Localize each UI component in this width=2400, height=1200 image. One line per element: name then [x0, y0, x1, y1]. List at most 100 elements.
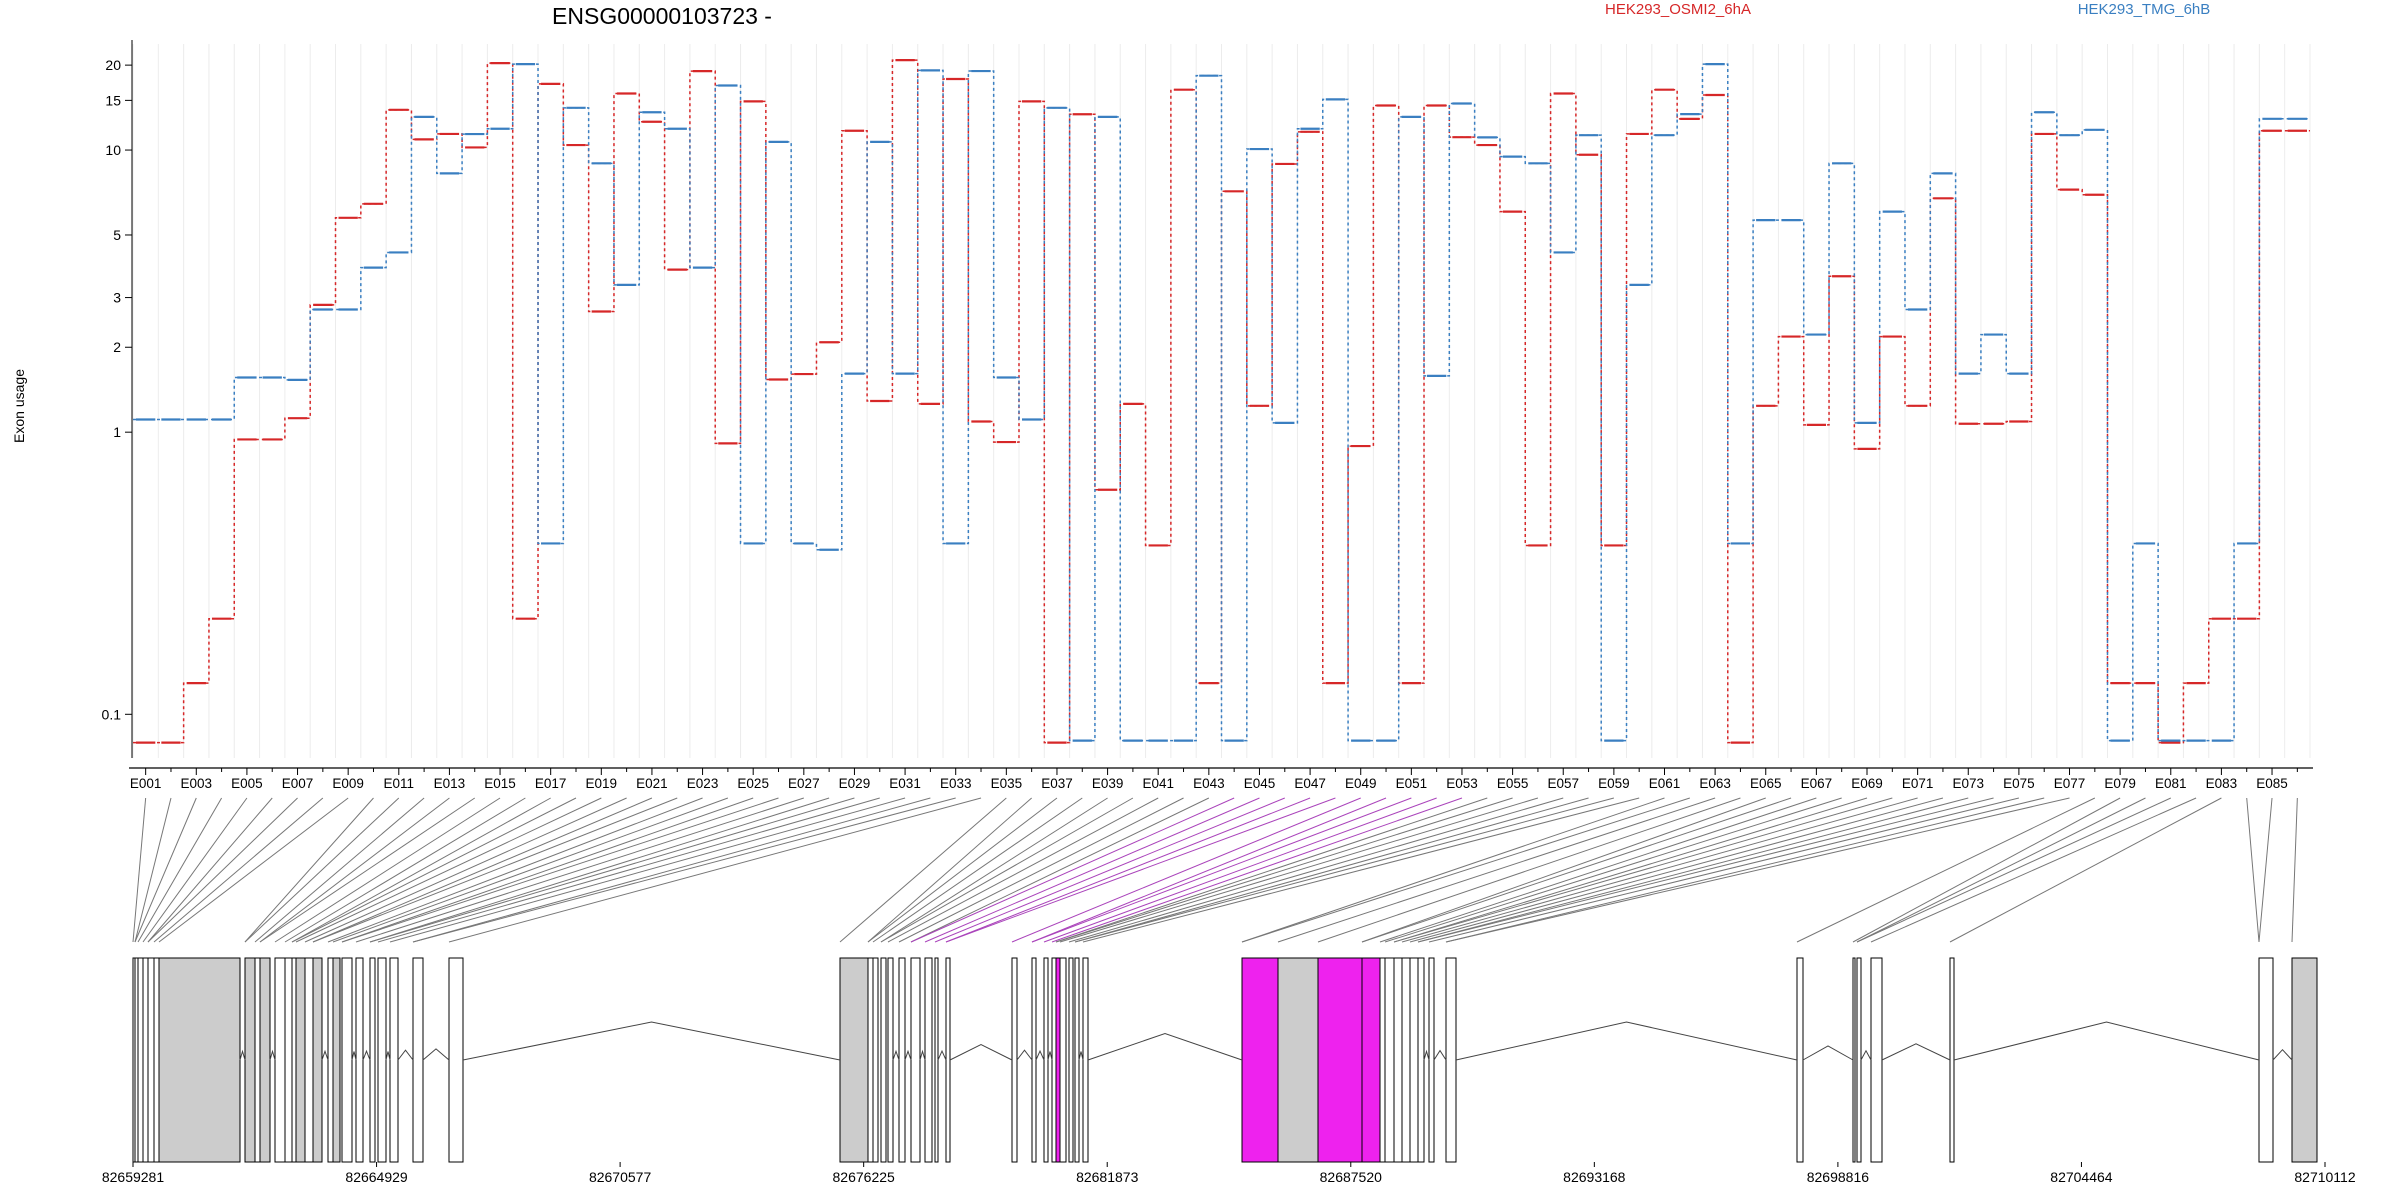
exon-block	[2291, 957, 2318, 1163]
connector-line	[142, 797, 248, 943]
legend-series-2: HEK293_TMG_6hB	[2078, 1, 2211, 18]
connector-line	[291, 797, 551, 943]
exon-block	[312, 957, 323, 1163]
connector-line	[295, 797, 602, 943]
connector-line	[147, 797, 273, 943]
y-tick-label: 10	[105, 142, 121, 158]
exon-block	[369, 957, 376, 1163]
intron-line	[949, 1044, 1013, 1061]
x-tick-label: E075	[2003, 776, 2035, 791]
series-line	[133, 59, 2310, 744]
intron-line	[1802, 1045, 1854, 1061]
y-tick-label: 1	[113, 424, 121, 440]
intron-line	[1078, 1051, 1084, 1061]
intron-line	[422, 1048, 450, 1061]
exon-block	[327, 957, 334, 1163]
exon-block	[1055, 957, 1061, 1163]
x-tick-label: E079	[2104, 776, 2136, 791]
connector-line	[1852, 797, 2121, 943]
genomic-tick-label: 82704464	[2050, 1169, 2113, 1185]
exon-connectors	[132, 797, 2298, 943]
connector-line	[910, 797, 1235, 943]
intron-line	[1047, 1051, 1053, 1061]
genomic-tick-label: 82681873	[1076, 1169, 1139, 1185]
y-tick-label: 3	[113, 290, 121, 306]
x-tick-label: E023	[687, 776, 719, 791]
y-axis: 0.1 1 2 3 5 10 15 20	[102, 40, 133, 758]
connector-line	[327, 797, 703, 943]
intron-line	[462, 1021, 841, 1061]
connector-line	[134, 797, 197, 943]
exon-block	[1031, 957, 1037, 1163]
x-tick-label: E011	[384, 776, 415, 791]
connector-line	[1031, 797, 1387, 943]
exon-block	[924, 957, 933, 1163]
x-tick-label: E017	[535, 776, 567, 791]
connector-line	[887, 797, 1159, 943]
x-tick-label: E027	[788, 776, 820, 791]
genomic-tick-label: 82676225	[833, 1169, 896, 1185]
exon-block	[1074, 957, 1080, 1163]
x-tick-label: E051	[1396, 776, 1428, 791]
x-tick-label: E083	[2206, 776, 2238, 791]
connector-line	[2246, 797, 2260, 943]
connector-line	[147, 797, 298, 943]
intron-line	[1423, 1049, 1430, 1061]
connector-line	[1428, 797, 2020, 943]
x-tick-label: E025	[737, 776, 769, 791]
intron-line	[385, 1051, 391, 1061]
connector-line	[1379, 797, 1817, 943]
x-tick-label: E069	[1851, 776, 1883, 791]
connector-line	[1417, 797, 1969, 943]
genomic-tick-label: 82710112	[2294, 1169, 2355, 1185]
connector-line	[910, 797, 1210, 943]
y-tick-label: 20	[105, 57, 121, 73]
genomic-tick-label: 82687520	[1320, 1169, 1383, 1185]
exon-block	[355, 957, 364, 1163]
exon-block	[1051, 957, 1057, 1163]
connector-line	[924, 797, 1260, 943]
genomic-tick-label: 82698816	[1807, 1169, 1870, 1185]
connector-line	[1055, 797, 1513, 943]
connector-line	[1393, 797, 1893, 943]
intron-line	[1881, 1043, 1951, 1061]
x-tick-label: E049	[1345, 776, 1377, 791]
x-tick-label: E071	[1902, 776, 1934, 791]
connector-line	[898, 797, 1184, 943]
exon-block	[142, 957, 149, 1163]
y-axis-label: Exon usage	[11, 369, 27, 443]
exon-block	[867, 957, 874, 1163]
connector-line	[945, 797, 1336, 943]
connector-line	[244, 797, 400, 943]
exon-block	[284, 957, 293, 1163]
exon-block	[158, 957, 241, 1163]
exon-block	[1379, 957, 1386, 1163]
connector-line	[1796, 797, 2096, 943]
exon-block	[341, 957, 353, 1163]
gene-model	[132, 957, 2318, 1163]
x-tick-label: E057	[1547, 776, 1579, 791]
intron-line	[1455, 1021, 1798, 1061]
exon-block	[2258, 957, 2274, 1163]
intron-line	[904, 1049, 912, 1061]
exon-block	[880, 957, 887, 1163]
connector-line	[389, 797, 906, 943]
connector-line	[1082, 797, 1640, 943]
connector-line	[254, 797, 425, 943]
connector-line	[1031, 797, 1412, 943]
x-tick-label: E001	[130, 776, 162, 791]
connector-line	[1241, 797, 1690, 943]
connector-line	[2258, 797, 2273, 943]
x-tick-label: E047	[1294, 776, 1326, 791]
intron-line	[919, 1049, 926, 1061]
exon-block	[1428, 957, 1435, 1163]
connector-line	[872, 797, 1083, 943]
connector-line	[1384, 797, 1842, 943]
connector-line	[284, 797, 526, 943]
connector-line	[291, 797, 577, 943]
x-tick-label: E043	[1193, 776, 1225, 791]
exon-block	[274, 957, 286, 1163]
x-tick-label: E073	[1952, 776, 1984, 791]
x-tick-label: E041	[1142, 776, 1174, 791]
